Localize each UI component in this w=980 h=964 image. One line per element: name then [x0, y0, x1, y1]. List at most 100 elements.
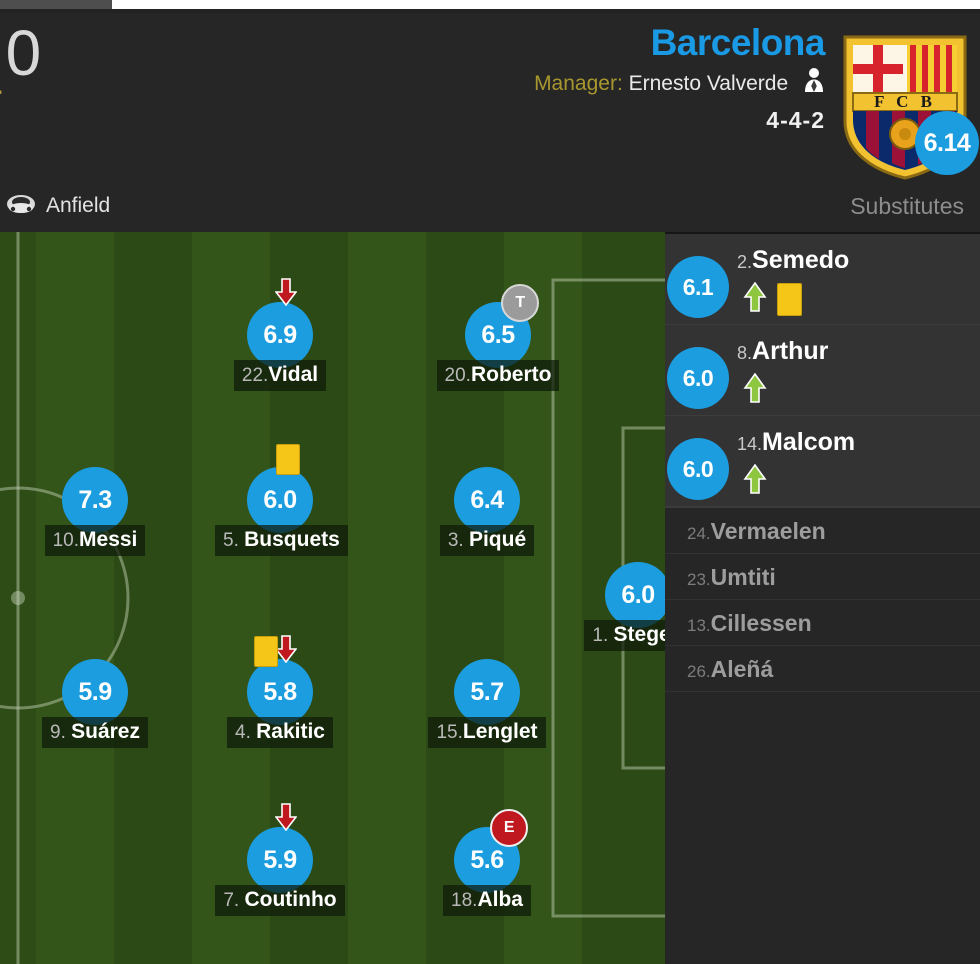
yellow-card-icon	[254, 636, 278, 667]
stadium-name: Anfield	[46, 194, 111, 217]
unused-substitute-row[interactable]: 26.Aleñá	[665, 646, 980, 692]
team-info: Barcelona Manager: Ernesto Valverde 4-4-…	[534, 21, 825, 135]
unused-substitute-row[interactable]: 23.Umtiti	[665, 554, 980, 600]
top-strip	[0, 0, 980, 13]
player-name-box: 15.Lenglet	[428, 717, 546, 748]
manager-name[interactable]: Ernesto Valverde	[628, 72, 789, 95]
substitute-icons	[743, 281, 802, 317]
unused-substitute-number: 23.	[687, 570, 711, 589]
player-name: Stegen	[613, 623, 665, 646]
sub-on-arrow-icon	[743, 281, 767, 317]
top-strip-underline	[0, 9, 980, 13]
player-number: 5.	[223, 530, 245, 551]
team-name[interactable]: Barcelona	[650, 22, 826, 63]
player-number: 22.	[241, 365, 269, 386]
player-rating: 5.8	[247, 635, 313, 725]
player-name: Lenglet	[462, 720, 538, 743]
pitch-stripe	[114, 232, 192, 964]
player-rating: 6.9	[247, 278, 313, 368]
substitute-rating: 6.1	[667, 256, 729, 318]
player-name: Piqué	[468, 528, 527, 551]
player-status-badge: T	[501, 284, 539, 322]
player-rating: 5.9	[247, 803, 313, 893]
player-name: Roberto	[470, 363, 552, 386]
pitch: 6.9 22.Vidal 6.5 T 20.Roberto 7.3 10.Messi 6.0 5…	[0, 232, 665, 964]
player-name-box: 5. Busquets	[215, 525, 348, 556]
substitute-number: 8.	[737, 343, 753, 363]
player-rating: 6.0	[247, 444, 313, 533]
player-name: Busquets	[244, 528, 340, 551]
player-token[interactable]: 5.9 9. Suárez	[30, 659, 160, 748]
scoreline: : 0 FT	[0, 21, 122, 119]
player-number: 18.	[451, 890, 478, 911]
player-name: Coutinho	[244, 888, 337, 911]
player-name-box: 4. Rakitic	[227, 717, 333, 748]
team-rating-badge: 6.14	[915, 111, 979, 175]
player-number: 4.	[235, 722, 257, 743]
player-number: 7.	[223, 890, 245, 911]
player-token[interactable]: 5.8 4. Rakitic	[215, 635, 345, 748]
substitutes-title: Substitutes	[850, 193, 964, 219]
player-token[interactable]: 5.7 15.Lenglet	[422, 659, 552, 748]
player-token[interactable]: 5.9 7. Coutinho	[215, 803, 345, 916]
manager-label: Manager:	[534, 72, 623, 95]
sub-off-arrow-icon	[274, 635, 298, 670]
substitute-name-line: 14.Malcom	[737, 428, 855, 457]
unused-substitute-name: Umtiti	[710, 564, 776, 590]
player-token[interactable]: 6.9 22.Vidal	[215, 278, 345, 391]
pitch-stripe	[348, 232, 426, 964]
player-token[interactable]: 6.0 5. Busquets	[215, 444, 348, 556]
substitute-row[interactable]: 6.0 8.Arthur	[665, 325, 980, 416]
used-substitutes-list: 6.1 2.Semedo 6.0 8.Arthur 6.0 14.Malcom	[665, 232, 980, 507]
player-name-box: 20.Roberto	[436, 360, 560, 391]
substitutes-panel: Substitutes 6.1 2.Semedo 6.0 8.Arthur 6.0 14.…	[665, 180, 980, 964]
substitute-icons	[743, 463, 767, 499]
player-name-box: 18.Alba	[443, 885, 531, 916]
pitch-stripe	[36, 232, 114, 964]
unused-substitute-number: 26.	[687, 662, 711, 681]
player-rating: 5.6 E	[454, 809, 528, 893]
substitute-row[interactable]: 6.1 2.Semedo	[665, 234, 980, 325]
substitute-name: Malcom	[762, 428, 856, 456]
player-name-box: 9. Suárez	[42, 717, 148, 748]
player-rating: 6.5 T	[465, 284, 539, 368]
player-status-badge: E	[490, 809, 528, 847]
player-rating: 5.7	[454, 659, 520, 725]
player-number: 10.	[52, 530, 80, 551]
player-token[interactable]: 7.3 10.Messi	[30, 467, 160, 556]
player-name: Messi	[79, 528, 138, 551]
player-token[interactable]: 6.5 T 20.Roberto	[433, 284, 563, 391]
yellow-card-icon	[777, 283, 802, 316]
manager-row: Manager: Ernesto Valverde	[534, 67, 825, 102]
substitute-row[interactable]: 6.0 14.Malcom	[665, 416, 980, 507]
player-token[interactable]: 6.01. Stegen	[573, 562, 665, 651]
player-name: Suárez	[71, 720, 140, 743]
player-name: Rakitic	[256, 720, 325, 743]
player-name-box: 7. Coutinho	[215, 885, 345, 916]
substitute-name: Arthur	[752, 337, 829, 365]
unused-substitute-row[interactable]: 24.Vermaelen	[665, 508, 980, 554]
player-number: 15.	[436, 722, 463, 743]
unused-substitute-number: 24.	[687, 524, 711, 543]
player-name: Vidal	[268, 363, 319, 386]
substitute-name-line: 8.Arthur	[737, 337, 828, 366]
unused-substitutes-list: 24.Vermaelen 23.Umtiti 13.Cillessen 26.Aleñ…	[665, 507, 980, 692]
player-token[interactable]: 6.4 3. Piqué	[422, 467, 552, 556]
person-icon	[803, 67, 825, 102]
player-name-box: 22.Vidal	[233, 360, 327, 391]
substitute-number: 2.	[737, 252, 753, 272]
player-number: 3.	[447, 530, 469, 551]
player-number: 1.	[592, 625, 614, 646]
score-value: : 0	[0, 17, 44, 89]
substitute-name: Semedo	[752, 246, 850, 274]
unused-substitute-row[interactable]: 13.Cillessen	[665, 600, 980, 646]
sub-on-arrow-icon	[743, 372, 767, 408]
player-rating: 6.0	[605, 562, 665, 628]
substitute-name-line: 2.Semedo	[737, 246, 849, 275]
player-token[interactable]: 5.6 E 18.Alba	[422, 809, 552, 916]
top-strip-tab	[0, 0, 112, 9]
substitute-rating: 6.0	[667, 347, 729, 409]
player-rating: 6.4	[454, 467, 520, 533]
player-number: 20.	[444, 365, 471, 386]
